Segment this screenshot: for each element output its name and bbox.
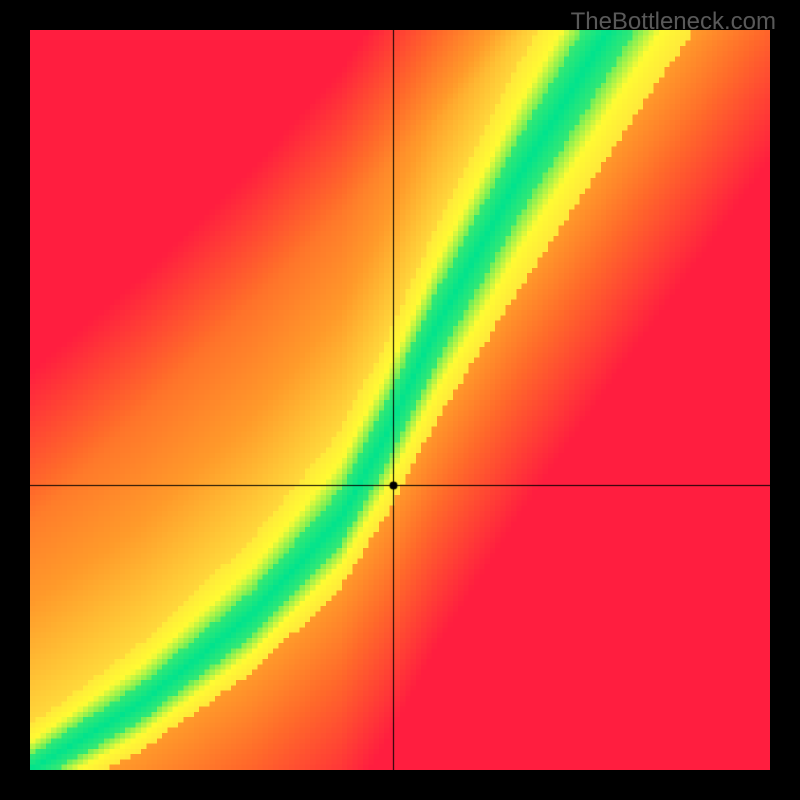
chart-stage: TheBottleneck.com <box>0 0 800 800</box>
crosshair-overlay <box>30 30 770 770</box>
